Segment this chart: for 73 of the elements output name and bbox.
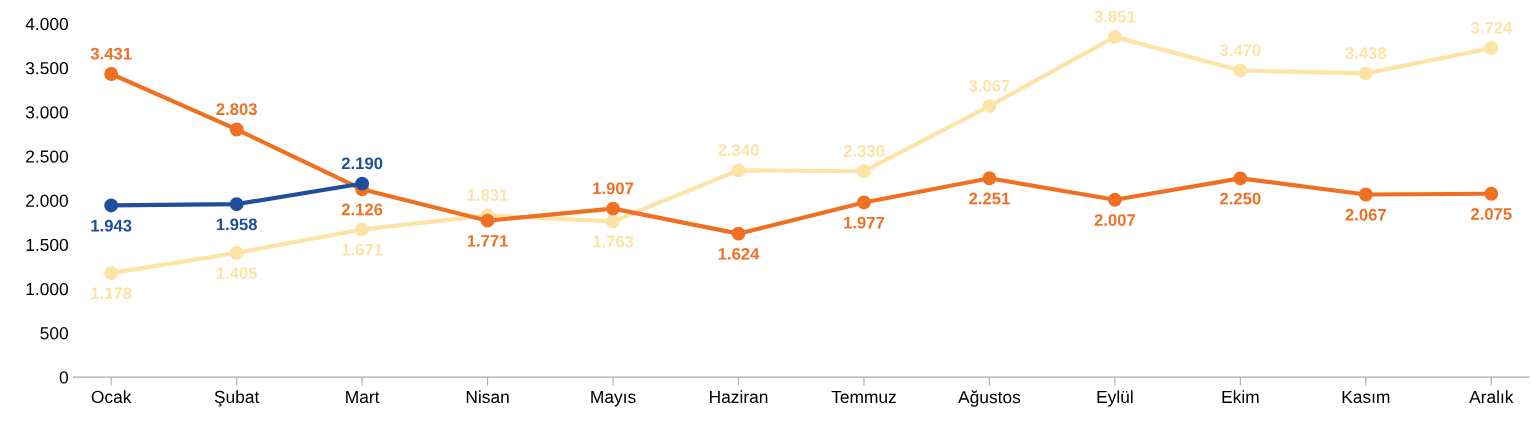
x-tick-label: Mart (346, 390, 380, 404)
y-tick-label: 3.000 (25, 106, 68, 119)
data-label: 2.340 (718, 144, 759, 156)
x-tick-label: Mayıs (591, 390, 636, 407)
data-label: 1.943 (91, 219, 132, 232)
data-label: 2.075 (1471, 208, 1512, 220)
data-label: 1.907 (593, 182, 634, 195)
data-label: 3.724 (1470, 21, 1513, 34)
x-tick-label: Eylül (1097, 390, 1133, 407)
data-label: 1.624 (718, 247, 760, 260)
data-label: 2.803 (216, 103, 257, 116)
point (480, 213, 495, 228)
y-tick-label: 1.000 (26, 282, 68, 296)
point (1358, 66, 1373, 81)
data-label: 3.438 (1345, 47, 1387, 59)
point (1233, 63, 1248, 78)
x-tick-label: Ağustos (958, 390, 1021, 407)
y-tick-label: 500 (40, 327, 68, 340)
data-label: 3.431 (90, 47, 132, 60)
x-tick-label: Ocak (91, 390, 132, 404)
y-tick-label: 2.000 (26, 194, 68, 207)
point (731, 226, 746, 241)
point (229, 197, 244, 212)
point (355, 222, 370, 237)
point (355, 176, 370, 191)
data-label: 3.067 (968, 79, 1010, 92)
point (229, 246, 244, 260)
data-label: 2.251 (969, 192, 1010, 205)
x-tick-label: Ekim (1222, 390, 1259, 403)
data-label: 1.958 (216, 218, 257, 231)
point (104, 266, 119, 280)
point (1358, 187, 1373, 202)
data-label: 2.330 (843, 145, 885, 157)
point (606, 201, 620, 216)
data-label: 1.771 (467, 235, 508, 247)
data-label: 2.126 (341, 203, 383, 216)
data-label: 1.178 (91, 287, 132, 300)
data-label: 1.671 (342, 243, 383, 256)
point (104, 198, 119, 213)
x-tick-label: Kasım (1342, 390, 1390, 404)
data-label: 3.470 (1219, 44, 1261, 57)
y-tick-label: 3.500 (25, 62, 68, 75)
point (606, 214, 620, 229)
data-label: 2.007 (1094, 214, 1136, 226)
data-label: 1.763 (593, 235, 634, 248)
point (731, 163, 746, 178)
x-tick-label: Temmuz (831, 390, 896, 404)
data-label: 1.977 (844, 216, 885, 229)
x-tick-label: Aralık (1469, 390, 1514, 404)
point (229, 122, 244, 137)
point (857, 164, 871, 179)
x-tick-label: Haziran (710, 390, 768, 404)
data-label: 1.831 (467, 189, 508, 201)
point (982, 99, 997, 114)
data-label: 1.405 (216, 267, 258, 280)
point (104, 67, 119, 81)
x-tick-label: Şubat (214, 390, 260, 407)
y-tick-label: 1.500 (26, 238, 68, 252)
point (857, 195, 871, 210)
x-tick-label: Nisan (466, 390, 509, 404)
y-tick-label: 4.000 (25, 17, 68, 31)
data-label: 2.067 (1345, 208, 1386, 221)
point (1484, 41, 1499, 56)
point (1484, 186, 1499, 201)
point (1107, 192, 1122, 207)
data-label: 3.851 (1094, 10, 1136, 23)
point (982, 171, 997, 186)
point (1233, 171, 1248, 186)
data-label: 2.190 (341, 157, 383, 170)
point (1107, 29, 1122, 44)
y-tick-label: 2.500 (26, 150, 68, 163)
y-tick-label: 0 (59, 371, 68, 384)
data-label: 2.250 (1220, 192, 1261, 205)
